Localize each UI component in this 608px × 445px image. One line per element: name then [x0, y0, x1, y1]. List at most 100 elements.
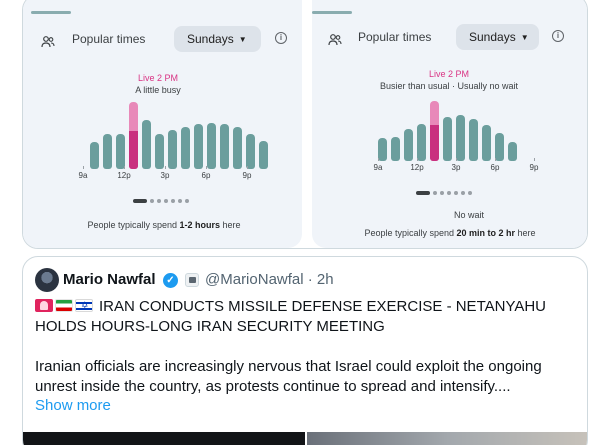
live-time-label: Live 2 PM	[137, 73, 179, 83]
hour-tick-label: 6p	[490, 163, 500, 172]
hour-bar	[469, 119, 478, 161]
author-handle-timestamp[interactable]: @MarioNawfal · 2h	[205, 271, 334, 288]
verified-badge-icon: ✓	[163, 273, 178, 288]
popular-times-media-card[interactable]: Popular times Sundays ▼ i Live 2 PM A li…	[22, 0, 588, 249]
tick-mark	[165, 166, 166, 169]
hour-tick-label: 3p	[451, 163, 461, 172]
popular-times-bar-chart	[368, 97, 568, 161]
hour-bar	[417, 124, 426, 161]
author-name[interactable]: Mario Nawfal	[63, 271, 156, 288]
affiliate-badge-icon[interactable]	[185, 273, 199, 287]
hour-bar	[259, 141, 268, 169]
hour-bar	[391, 137, 400, 161]
hour-bar	[378, 138, 387, 161]
hour-bar	[508, 142, 517, 161]
page-dot[interactable]	[164, 199, 168, 203]
day-selector-value: Sundays	[187, 32, 234, 46]
hour-tick-label: 6p	[201, 171, 211, 180]
caret-down-icon: ▼	[238, 34, 247, 44]
hour-bar	[443, 117, 452, 161]
hour-bar	[142, 120, 151, 169]
page-dot-active[interactable]	[133, 199, 147, 203]
israel-flag-icon	[75, 299, 93, 312]
page-dot[interactable]	[461, 191, 465, 195]
live-hour-bar	[430, 101, 439, 161]
tweet-media-image-2[interactable]	[307, 432, 587, 445]
hour-bar	[482, 125, 491, 161]
siren-icon	[35, 299, 53, 312]
info-icon[interactable]: i	[552, 30, 564, 42]
hour-bar	[116, 134, 125, 169]
page-dot[interactable]	[440, 191, 444, 195]
page-dot[interactable]	[433, 191, 437, 195]
day-selector-value: Sundays	[469, 30, 516, 44]
popular-times-label: Popular times	[358, 30, 432, 44]
page-dot[interactable]	[157, 199, 161, 203]
popular-times-label: Popular times	[72, 32, 146, 46]
tick-mark	[124, 166, 125, 169]
people-icon	[41, 36, 55, 48]
hour-bar	[233, 127, 242, 169]
page-dot[interactable]	[454, 191, 458, 195]
page-dot-active[interactable]	[416, 191, 430, 195]
page-dot[interactable]	[185, 199, 189, 203]
show-more-link[interactable]: Show more	[35, 397, 111, 414]
page-dot[interactable]	[468, 191, 472, 195]
iran-flag-icon	[55, 299, 73, 312]
tick-mark	[378, 158, 379, 161]
page-dot[interactable]	[171, 199, 175, 203]
page-indicator-dots[interactable]	[416, 191, 472, 195]
tick-mark	[456, 158, 457, 161]
hour-tick-label: 9p	[242, 171, 252, 180]
busyness-label: Busier than usual · Usually no wait	[379, 81, 519, 91]
quoted-tweet-card[interactable]: Mario Nawfal ✓ @MarioNawfal · 2h IRAN CO…	[22, 256, 588, 445]
live-hour-fill	[430, 125, 439, 161]
hour-tick-label: 9a	[78, 171, 88, 180]
tick-mark	[417, 158, 418, 161]
hour-bar	[246, 134, 255, 169]
hour-bar	[194, 124, 203, 169]
people-icon	[328, 34, 342, 46]
tweet-headline: IRAN CONDUCTS MISSILE DEFENSE EXERCISE -…	[35, 297, 575, 337]
hour-tick-label: 12p	[410, 163, 424, 172]
panel-tab-indicator	[312, 11, 352, 14]
hour-tick-label: 3p	[160, 171, 170, 180]
hour-bar	[155, 134, 164, 169]
tweet-headline-text: IRAN CONDUCTS MISSILE DEFENSE EXERCISE -…	[35, 298, 547, 335]
busyness-label: A little busy	[135, 85, 181, 95]
tick-mark	[534, 158, 535, 161]
hour-bar	[495, 133, 504, 161]
info-icon[interactable]: i	[275, 32, 287, 44]
hour-bar	[181, 127, 190, 169]
tick-mark	[247, 166, 248, 169]
tick-mark	[83, 166, 84, 169]
hour-bar	[168, 130, 177, 169]
tweet-media-image-1[interactable]	[23, 432, 305, 445]
day-selector-dropdown[interactable]: Sundays ▼	[174, 26, 261, 52]
avatar[interactable]	[35, 268, 59, 292]
typical-visit-duration: People typically spend 20 min to 2 hr he…	[364, 228, 536, 238]
live-time-label: Live 2 PM	[428, 69, 470, 79]
popular-times-bar-chart	[80, 99, 280, 169]
panel-tab-indicator	[31, 11, 71, 14]
popular-times-panel-right: Popular times Sundays ▼ i Live 2 PM Busi…	[312, 0, 587, 248]
tick-mark	[206, 166, 207, 169]
day-selector-dropdown[interactable]: Sundays ▼	[456, 24, 539, 50]
hour-tick-label: 9p	[529, 163, 539, 172]
hour-bar	[404, 129, 413, 161]
page-dot[interactable]	[447, 191, 451, 195]
wait-time-label: No wait	[453, 210, 484, 220]
typical-visit-duration: People typically spend 1-2 hours here	[87, 220, 241, 230]
hour-axis: 9a 12p 3p 6p 9p	[23, 166, 302, 185]
page-dot[interactable]	[150, 199, 154, 203]
hour-axis: 9a 12p 3p 6p 9p	[312, 158, 587, 177]
live-hour-bar	[129, 102, 138, 169]
tick-mark	[495, 158, 496, 161]
page-dot[interactable]	[178, 199, 182, 203]
hour-bar	[90, 142, 99, 169]
hour-tick-label: 12p	[117, 171, 131, 180]
page-indicator-dots[interactable]	[133, 199, 189, 203]
tweet-body-text: Iranian officials are increasingly nervo…	[35, 358, 542, 395]
hour-bar	[103, 134, 112, 169]
hour-bar	[220, 124, 229, 169]
